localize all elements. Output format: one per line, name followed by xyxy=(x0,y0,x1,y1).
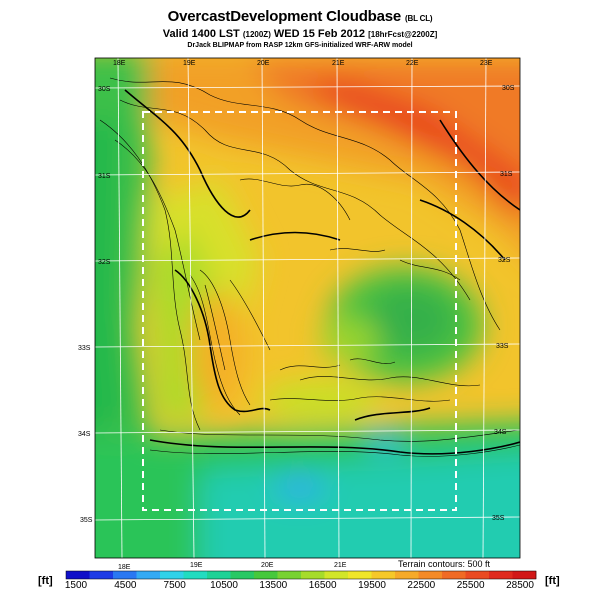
colorbar-swatch xyxy=(160,571,184,579)
colorbar-swatch xyxy=(254,571,278,579)
colorbar-swatch xyxy=(348,571,372,579)
lat-label: 32S xyxy=(98,259,111,266)
colorbar-tick-label: 1500 xyxy=(64,580,88,591)
lat-label: 33S xyxy=(78,345,91,352)
colorbar-swatch xyxy=(301,571,325,579)
colorbar-tick-label: 7500 xyxy=(163,580,186,591)
lat-label: 31S xyxy=(500,171,513,178)
lon-label: 21E xyxy=(334,562,347,569)
cloudbase-contours xyxy=(124,89,520,455)
lat-label: 34S xyxy=(78,431,91,438)
inner-domain-box xyxy=(142,111,457,511)
colorbar-swatch xyxy=(136,571,161,579)
colorbar-swatch xyxy=(66,571,90,579)
lat-label: 35S xyxy=(80,517,93,524)
lat-label: 32S xyxy=(498,257,511,264)
valid-time-line: Valid 1400 LST (1200Z) WED 15 Feb 2012 [… xyxy=(0,28,600,40)
colorbar-tick-label: 4500 xyxy=(114,580,137,591)
colorbar-frame xyxy=(65,570,537,580)
lon-label: 20E xyxy=(261,562,274,569)
lat-labels-right: 30S 31S 32S 33S 34S 35S xyxy=(492,85,515,522)
terrain-contour-note: Terrain contours: 500 ft xyxy=(398,559,491,569)
lon-label: 20E xyxy=(257,60,270,67)
colorbar-unit-left: [ft] xyxy=(38,575,53,587)
colorbar-swatch xyxy=(418,571,443,579)
colorbar xyxy=(65,570,537,580)
lon-label: 22E xyxy=(406,60,419,67)
lat-label: 33S xyxy=(496,343,509,350)
lon-label: 23E xyxy=(480,60,493,67)
colorbar-swatch xyxy=(465,571,490,579)
colorbar-swatch xyxy=(442,571,466,579)
map-frame xyxy=(94,57,521,559)
lat-labels-left: 30S 31S 32S 33S 34S 35S xyxy=(78,86,111,524)
valid-time-label: Valid 1400 LST xyxy=(162,28,240,40)
colorbar-swatch xyxy=(113,571,137,579)
colorbar-tick-label: 28500 xyxy=(506,580,534,591)
colorbar-swatch xyxy=(89,571,114,579)
colorbar-swatch xyxy=(395,571,419,579)
map-field xyxy=(95,58,520,558)
valid-time-code: (1200Z) xyxy=(242,30,271,39)
map-title: OvercastDevelopment Cloudbase (BL CL) xyxy=(0,8,600,25)
colorbar-tick-label: 13500 xyxy=(259,580,288,591)
colorbar-tick-label: 25500 xyxy=(456,580,485,591)
lat-label: 35S xyxy=(492,515,505,522)
forecast-tag: [18hrFcst@2200Z] xyxy=(368,30,438,39)
colorbar-swatch xyxy=(207,571,231,579)
model-credit: DrJack BLIPMAP from RASP 12km GFS-initia… xyxy=(187,42,413,49)
lat-label: 30S xyxy=(502,85,515,92)
colorbar-tick-label: 10500 xyxy=(210,580,238,591)
graticule xyxy=(95,58,520,558)
colorbar-swatch xyxy=(183,571,208,579)
colorbar-tick-label: 19500 xyxy=(358,580,386,591)
colorbar-swatch xyxy=(489,571,513,579)
lon-labels-top: 18E 19E 20E 21E 22E 23E xyxy=(113,60,493,67)
lon-labels-bottom: 18E 19E 20E 21E xyxy=(118,562,347,571)
colorbar-swatch xyxy=(277,571,302,579)
valid-date: WED 15 Feb 2012 xyxy=(273,28,366,40)
lon-label: 18E xyxy=(118,564,131,571)
lat-label: 30S xyxy=(98,86,111,93)
lon-label: 18E xyxy=(113,60,126,67)
colorbar-swatch xyxy=(230,571,255,579)
colorbar-swatch xyxy=(371,571,396,579)
colorbar-tick-label: 16500 xyxy=(308,580,337,591)
lon-label: 21E xyxy=(332,60,345,67)
terrain-contours xyxy=(99,77,520,457)
lat-label: 34S xyxy=(494,429,507,436)
colorbar-swatch xyxy=(324,571,349,579)
colorbar-swatch xyxy=(512,571,537,579)
colorbar-unit-right: [ft] xyxy=(545,575,560,587)
lat-label: 31S xyxy=(98,173,111,180)
map-title-tag: (BL CL) xyxy=(405,14,433,23)
lon-label: 19E xyxy=(190,562,203,569)
lon-label: 19E xyxy=(183,60,196,67)
colorbar-tick-label: 22500 xyxy=(407,580,436,591)
map-title-text: OvercastDevelopment Cloudbase xyxy=(167,8,402,25)
